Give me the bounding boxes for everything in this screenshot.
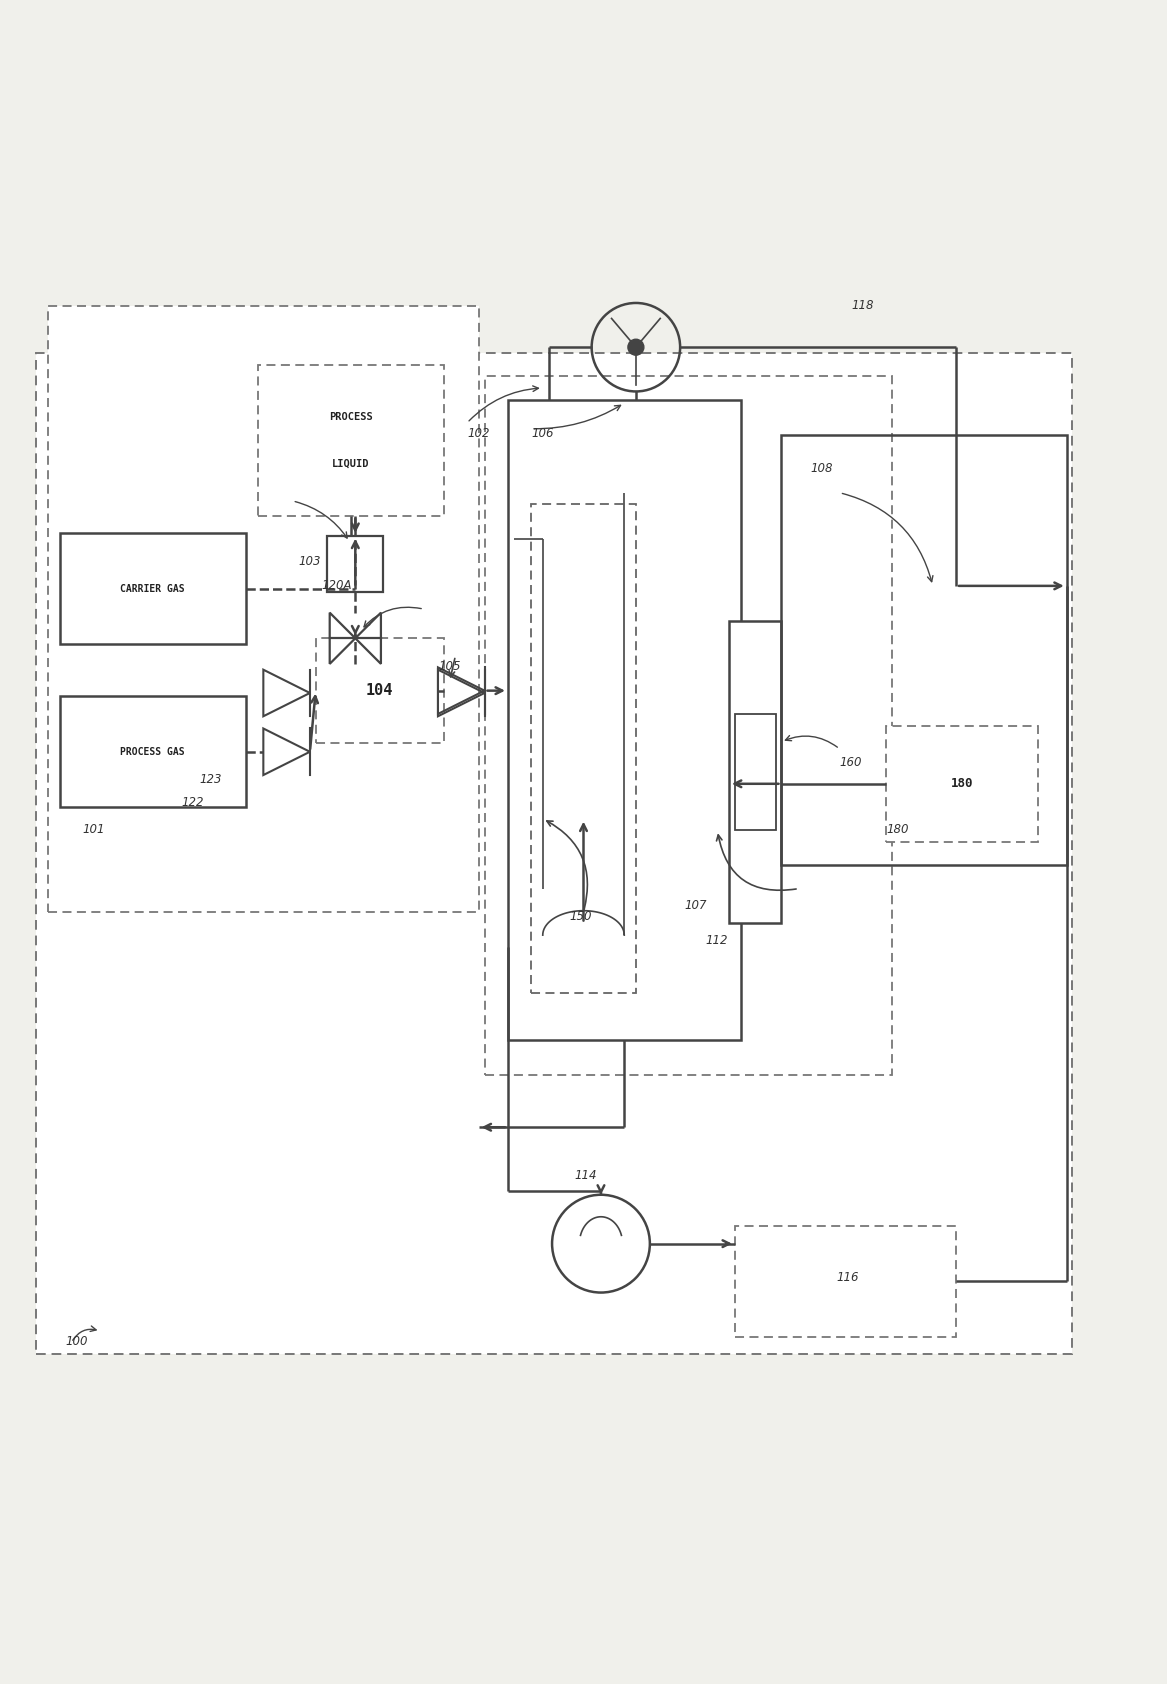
Text: 100: 100 bbox=[65, 1335, 88, 1349]
Bar bbox=[735, 1226, 956, 1337]
Bar bbox=[258, 365, 443, 515]
Bar bbox=[729, 621, 782, 923]
Text: 116: 116 bbox=[836, 1271, 859, 1285]
Text: 104: 104 bbox=[366, 684, 393, 699]
Text: 150: 150 bbox=[569, 911, 592, 923]
Text: 103: 103 bbox=[299, 556, 321, 569]
Text: 122: 122 bbox=[182, 797, 204, 810]
Bar bbox=[60, 697, 246, 807]
Text: 123: 123 bbox=[200, 773, 222, 786]
Text: 112: 112 bbox=[706, 935, 728, 946]
Text: 102: 102 bbox=[467, 428, 490, 440]
Text: 120A: 120A bbox=[322, 579, 352, 591]
Circle shape bbox=[628, 338, 644, 355]
Text: 118: 118 bbox=[851, 300, 874, 312]
Bar bbox=[48, 306, 478, 911]
Text: 105: 105 bbox=[438, 660, 461, 674]
Bar bbox=[484, 376, 892, 1074]
Bar bbox=[60, 534, 246, 643]
Text: 106: 106 bbox=[531, 428, 553, 440]
Text: PROCESS GAS: PROCESS GAS bbox=[120, 746, 186, 756]
Bar bbox=[36, 354, 1072, 1354]
Bar bbox=[508, 399, 741, 1041]
Text: LIQUID: LIQUID bbox=[331, 458, 370, 468]
Text: 114: 114 bbox=[574, 1169, 596, 1182]
Text: 108: 108 bbox=[811, 463, 833, 475]
Bar bbox=[782, 434, 1067, 866]
Bar bbox=[316, 638, 443, 743]
Bar bbox=[328, 536, 383, 591]
Text: 107: 107 bbox=[685, 899, 707, 911]
Bar bbox=[531, 505, 636, 994]
Bar bbox=[886, 726, 1037, 842]
Text: 160: 160 bbox=[839, 756, 862, 768]
Text: 101: 101 bbox=[83, 823, 105, 837]
Text: PROCESS: PROCESS bbox=[329, 413, 372, 423]
Text: 180: 180 bbox=[951, 778, 973, 790]
Bar bbox=[735, 714, 776, 830]
Text: CARRIER GAS: CARRIER GAS bbox=[120, 584, 186, 594]
Text: 180: 180 bbox=[886, 823, 909, 837]
